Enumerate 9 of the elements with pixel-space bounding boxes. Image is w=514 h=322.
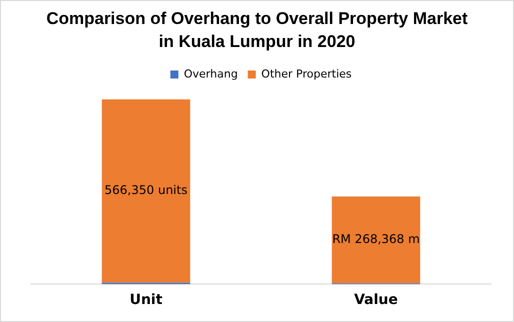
bar (102, 99, 190, 283)
data-label: 566,350 units (104, 183, 188, 198)
data-label: RM 268,368 m (332, 232, 420, 246)
legend-label: Other Properties (261, 67, 352, 80)
legend-label: Overhang (184, 67, 238, 80)
x-tick-label: Unit (130, 292, 163, 308)
chart-title: Comparison of Overhang to Overall Property Market in Kuala Lumpur in 2020 (45, 8, 469, 53)
x-tick-label: Value (354, 292, 398, 308)
bar (332, 196, 420, 284)
